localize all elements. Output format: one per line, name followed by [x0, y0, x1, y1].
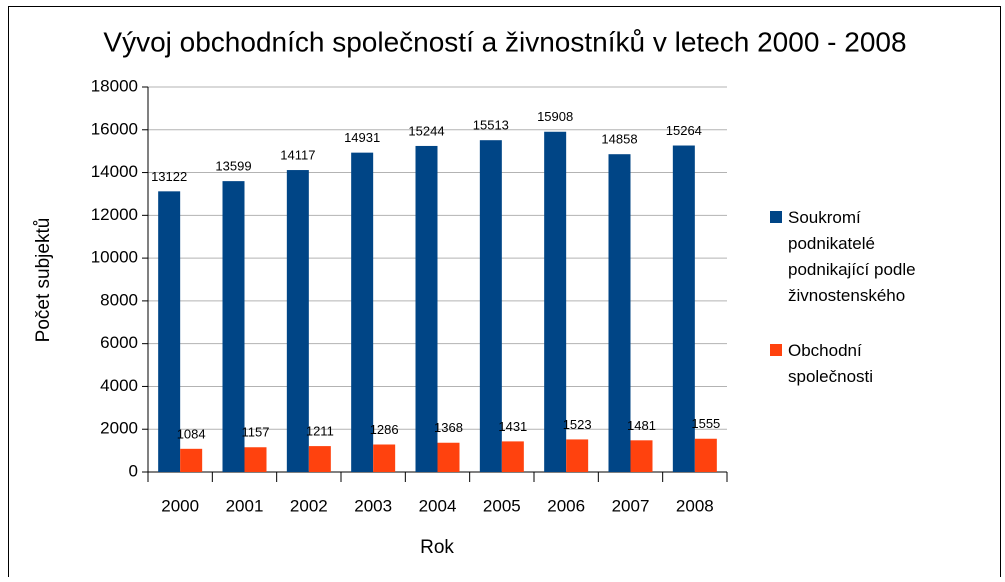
y-tick-label: 16000 — [91, 119, 138, 138]
bar — [479, 140, 502, 473]
x-axis-title: Rok — [420, 537, 454, 558]
legend-label: Obchodní společnosti — [788, 341, 874, 386]
y-axis-title: Počet subjektů — [33, 218, 54, 343]
data-label: 15264 — [666, 123, 702, 138]
x-tick-label: 2007 — [612, 496, 650, 515]
chart-title: Vývoj obchodních společností a živnostní… — [103, 26, 906, 57]
data-label: 1555 — [691, 416, 720, 431]
data-label: 14931 — [344, 130, 380, 145]
bar — [630, 440, 653, 472]
data-label: 1157 — [242, 425, 270, 440]
bar — [608, 154, 631, 472]
data-label: 14858 — [601, 132, 637, 147]
bar — [158, 191, 181, 472]
x-tick-label: 2005 — [483, 496, 521, 515]
legend-swatch — [770, 211, 782, 223]
x-tick-label: 2004 — [419, 496, 457, 515]
bar — [351, 152, 374, 472]
data-label: 1368 — [434, 420, 463, 435]
data-label: 13122 — [151, 169, 187, 184]
bar — [180, 448, 203, 472]
y-tick-label: 0 — [129, 461, 138, 480]
legend-entry: Obchodní společnosti — [788, 341, 874, 386]
x-tick-label: 2008 — [676, 496, 714, 515]
bar — [308, 446, 331, 472]
bar — [373, 444, 396, 472]
data-label: 15908 — [537, 109, 573, 124]
data-label: 1481 — [627, 418, 656, 433]
bar — [672, 145, 695, 472]
y-tick-label: 6000 — [100, 333, 138, 352]
legend-swatch — [770, 344, 782, 356]
x-tick-label: 2003 — [354, 496, 392, 515]
data-label: 15244 — [408, 123, 444, 138]
x-tick-label: 2001 — [226, 496, 264, 515]
y-tick-label: 2000 — [100, 419, 138, 438]
bar — [694, 438, 717, 472]
y-tick-label: 10000 — [91, 248, 138, 267]
data-label: 14117 — [280, 147, 315, 162]
bar — [286, 170, 309, 473]
data-label: 1523 — [563, 417, 592, 432]
bar — [222, 181, 245, 472]
bar — [566, 439, 589, 472]
bar — [415, 145, 438, 472]
x-tick-label: 2006 — [547, 496, 585, 515]
bar — [437, 442, 460, 472]
y-tick-label: 12000 — [91, 205, 138, 224]
y-tick-label: 8000 — [100, 290, 138, 309]
x-tick-label: 2002 — [290, 496, 328, 515]
y-tick-label: 18000 — [91, 76, 138, 95]
legend-label: Soukromí podnikatelé podnikající podle ž… — [788, 208, 916, 315]
data-label: 15513 — [473, 118, 509, 133]
y-tick-label: 14000 — [91, 162, 138, 181]
legend-entry: Soukromí podnikatelé podnikající podle ž… — [788, 208, 916, 315]
y-tick-label: 4000 — [100, 376, 138, 395]
data-label: 1431 — [498, 419, 527, 434]
bar — [544, 131, 567, 473]
x-tick-label: 2000 — [161, 496, 199, 515]
bar — [501, 441, 524, 472]
bar — [244, 447, 267, 472]
data-label: 1084 — [177, 426, 206, 441]
data-label: 13599 — [215, 159, 251, 174]
data-label: 1286 — [370, 422, 399, 437]
data-label: 1211 — [306, 424, 334, 439]
